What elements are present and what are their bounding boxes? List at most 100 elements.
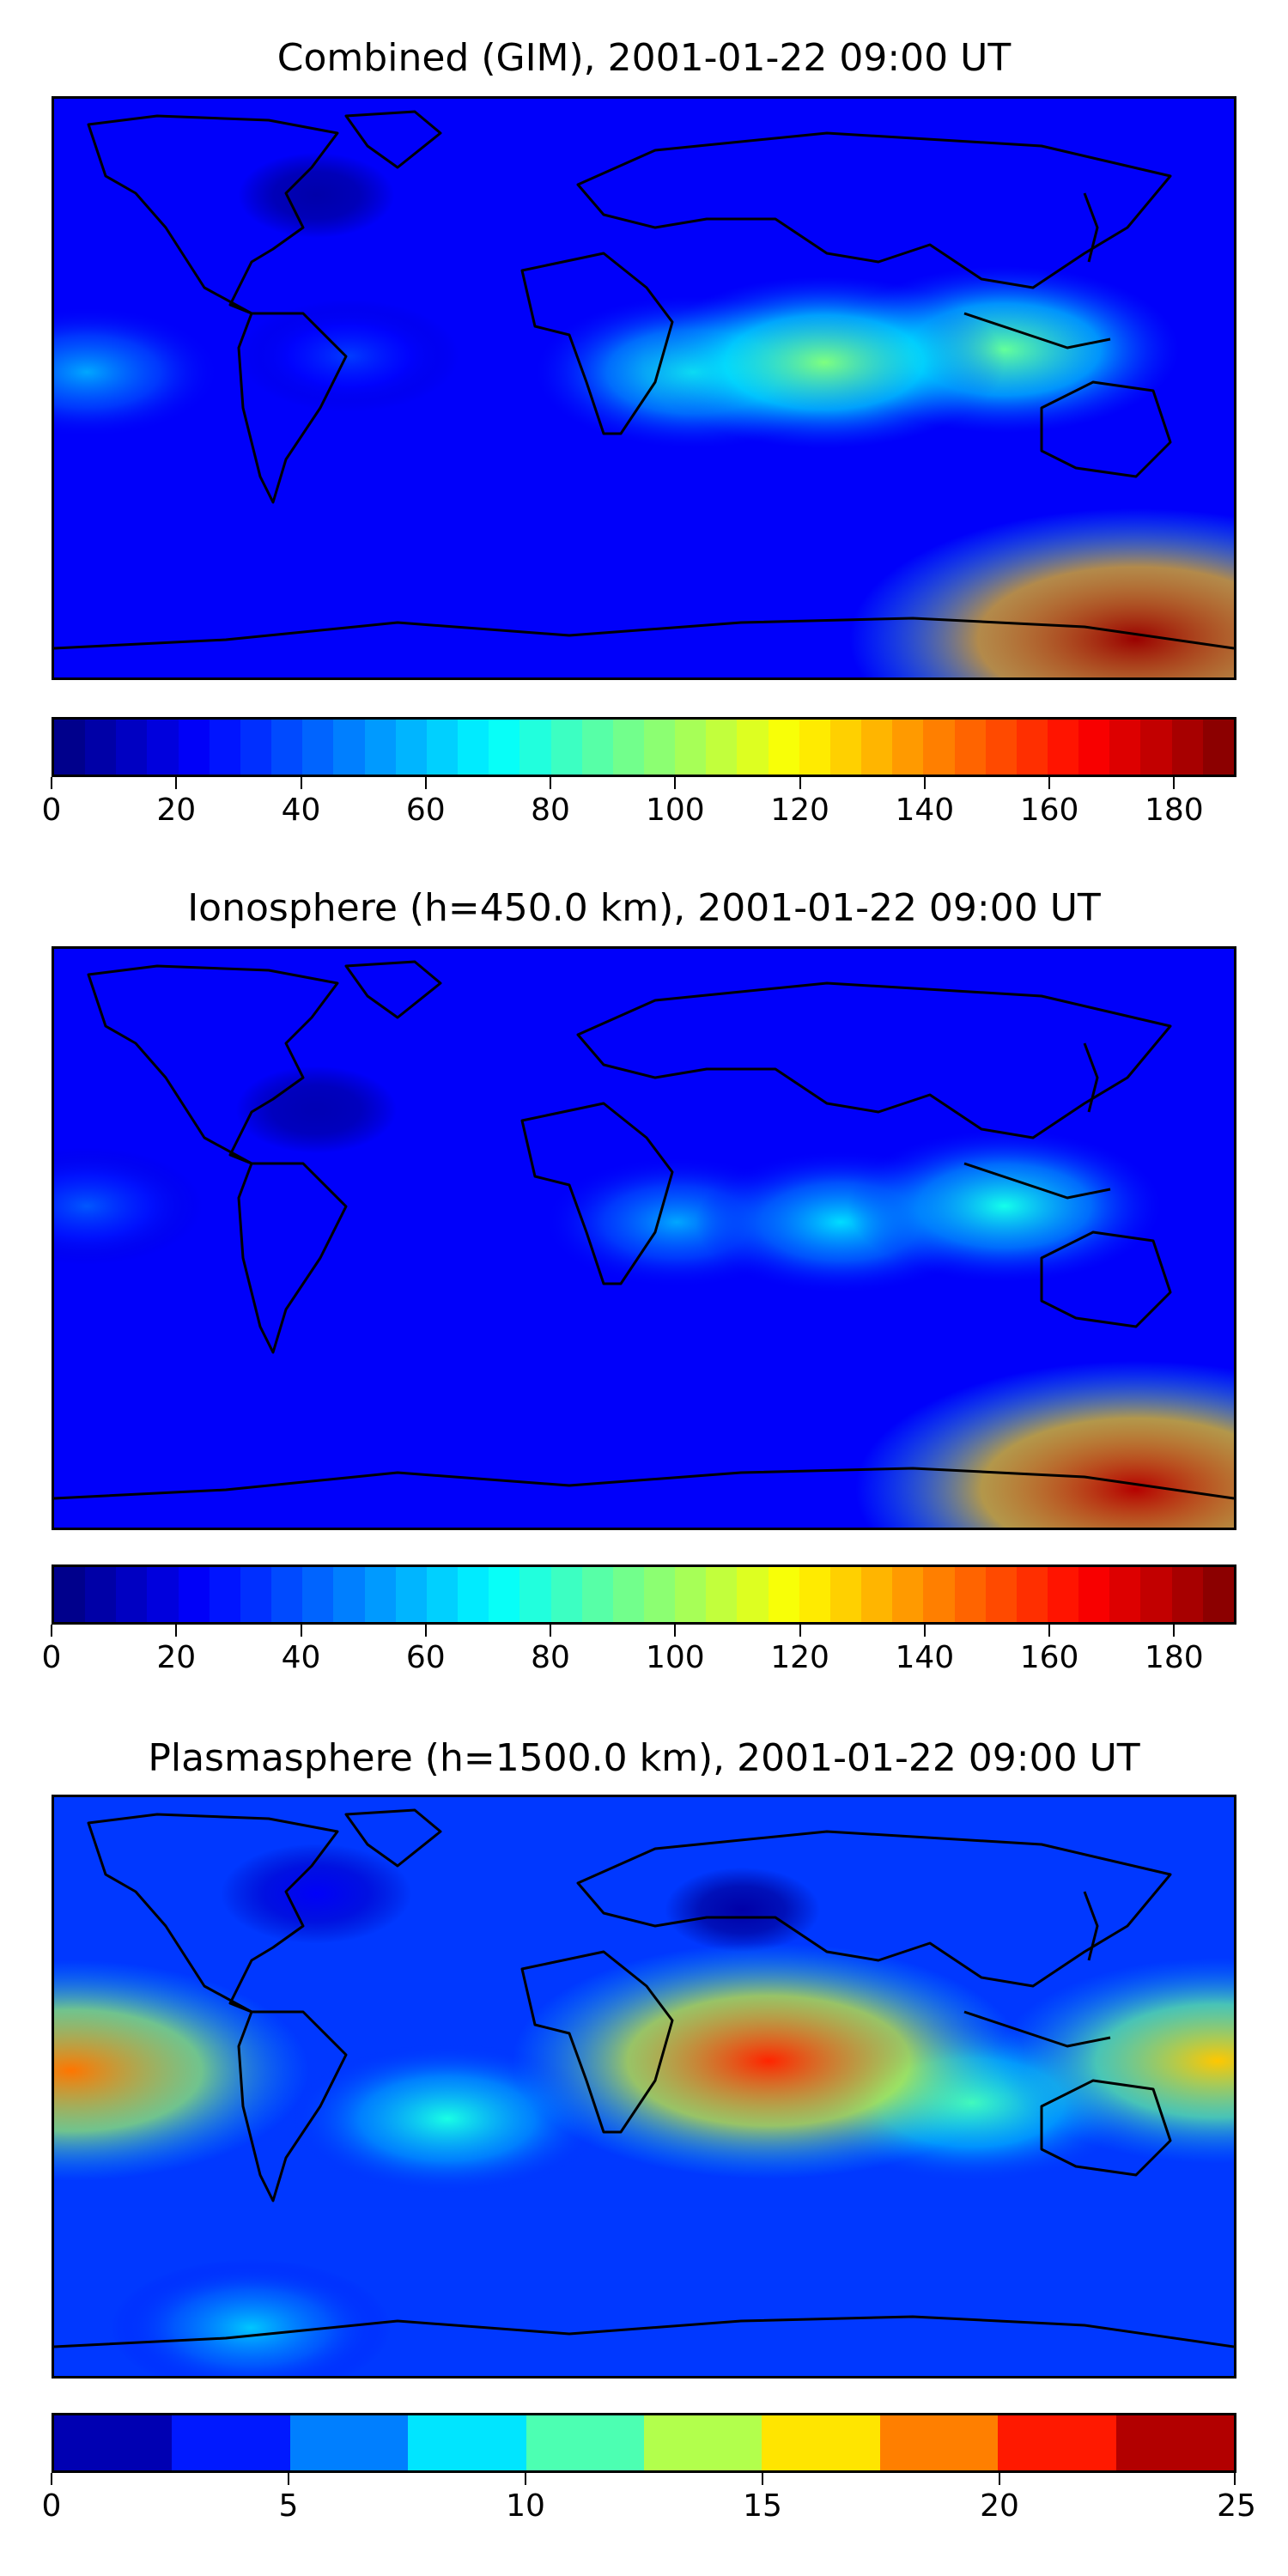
colorbar-tick-label: 5 [278,2488,299,2524]
colorbar-segment [612,720,644,775]
colorbar-tick-label: 0 [41,2488,62,2524]
colorbar-tick-label: 120 [770,1640,829,1675]
colorbar-segment [1202,1567,1234,1622]
colorbar-segment [768,1567,799,1622]
panel-title-plasmasphere: Plasmasphere (h=1500.0 km), 2001-01-22 0… [148,1736,1140,1780]
coast-indonesia [963,2010,1111,2048]
colorbar-segment [985,1567,1017,1622]
heatmap-blob [235,1066,398,1154]
colorbar-tick [799,777,801,789]
colorbar-tick [51,2473,52,2485]
colorbar-segment [1078,1567,1110,1622]
colorbar-tick-label: 60 [405,1640,446,1675]
colorbar-segment [985,720,1017,775]
colorbar-tick-label: 20 [156,793,197,828]
colorbar-segment [54,2415,173,2470]
heatmap-blob [997,1958,1234,2164]
colorbar-segment [147,720,179,775]
colorbar-tick-label: 160 [1019,793,1079,828]
colorbar-segment [333,720,365,775]
colorbar-tick [424,777,427,789]
coast-australia [1040,2079,1172,2177]
colorbar-segment [271,1567,303,1622]
colorbar-segment [458,720,489,775]
colorbar-tick [674,777,677,789]
coast-indonesia [963,312,1111,349]
colorbar-segment [289,2415,409,2470]
colorbar-segment [1115,2415,1234,2470]
map-combined [52,96,1236,680]
colorbar-tick [51,1625,52,1637]
colorbar-tick [525,2473,526,2485]
colorbar-segment [643,720,676,775]
heatmap-blob [110,2258,392,2376]
coast-south-america [237,1162,348,1354]
colorbar-segment [768,720,799,775]
colorbar-tick-label: 20 [156,1640,197,1675]
colorbar-segment [85,1567,117,1622]
panel-title-combined: Combined (GIM), 2001-01-22 09:00 UT [276,36,1012,80]
colorbar-segment [519,720,551,775]
heatmap-combined [54,99,1234,677]
colorbar-segment [240,1567,272,1622]
colorbar-segment [923,1567,955,1622]
colorbar-tick [799,1625,801,1637]
colorbar-segment [526,2415,645,2470]
colorbar-tick [175,1625,178,1637]
colorbar-segment [209,1567,240,1622]
map-ionosphere [52,946,1236,1530]
coast-indonesia [963,1162,1111,1200]
colorbar-segment [302,1567,334,1622]
colorbar-tick-label: 80 [531,1640,570,1675]
colorbar-segment [54,720,86,775]
heatmap-blob [54,1147,203,1265]
colorbar-segment [489,720,520,775]
colorbar-segment [1140,720,1172,775]
colorbar-segment [799,1567,830,1622]
colorbar-segment [861,1567,893,1622]
coast-antarctica [54,2315,1234,2348]
heatmap-plasmasphere [54,1797,1234,2376]
coast-eurasia [576,981,1172,1139]
colorbar-tick [175,777,178,789]
heatmap-blob [54,306,221,439]
colorbar-segment [1016,720,1048,775]
coast-africa [520,252,674,435]
colorbar-tick [674,1625,677,1637]
colorbar-segment [426,1567,459,1622]
colorbar-tick [762,2473,763,2485]
colorbar-tick-label: 0 [41,793,62,828]
colorbar-segment [861,720,893,775]
coast-antarctica [54,617,1234,650]
coast-japan [1083,1042,1099,1113]
colorbar-segment [892,720,924,775]
coast-africa [520,1950,674,2134]
colorbar-segment [408,2415,526,2470]
colorbar-tick-label: 80 [531,793,570,828]
colorbar-segment [519,1567,551,1622]
colorbar-tick-label: 160 [1019,1640,1079,1675]
colorbar-segment [271,720,303,775]
colorbar-tick-label: 20 [980,2488,1019,2524]
colorbar-segment [799,720,830,775]
coast-japan [1083,192,1099,263]
colorbar-segment [998,2415,1116,2470]
colorbar-segment [54,1567,86,1622]
colorbar-tick [999,2473,1000,2485]
colorbar-segment [829,720,862,775]
coast-japan [1083,1891,1099,1961]
coast-antarctica [54,1467,1234,1500]
colorbar-segment [147,1567,179,1622]
colorbar-segment [675,1567,707,1622]
coast-north-america [87,114,339,315]
coast-greenland [344,110,442,169]
colorbar-segment [737,1567,769,1622]
colorbar-tick [550,777,552,789]
colorbar-segment [116,720,148,775]
colorbar-tick-label: 10 [506,2488,545,2524]
colorbar-segment [644,2415,762,2470]
colorbar-plasmasphere [52,2413,1236,2473]
colorbar-segment [1171,1567,1203,1622]
colorbar-segment [581,1567,613,1622]
colorbar-tick [923,777,926,789]
